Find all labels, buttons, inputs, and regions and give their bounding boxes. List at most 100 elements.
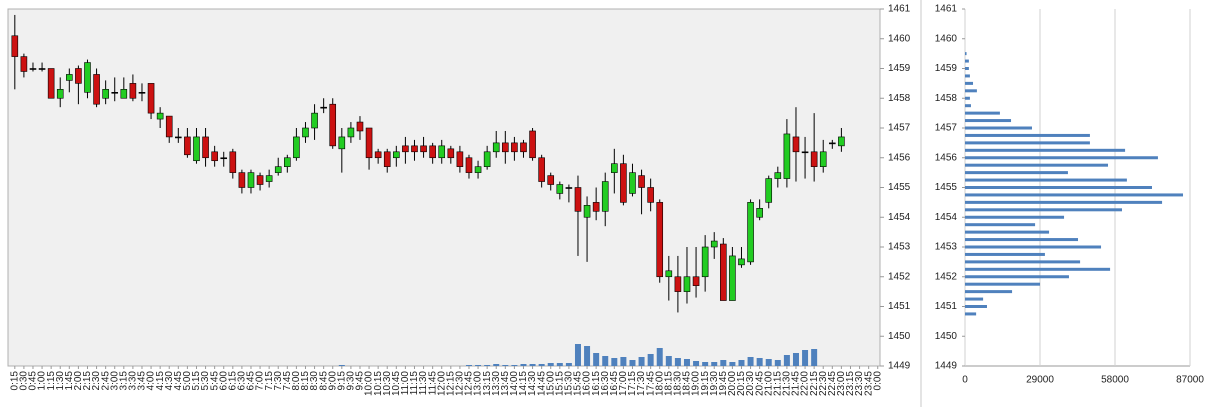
candle-body <box>547 175 555 185</box>
candle-body <box>438 145 446 159</box>
bar <box>965 141 1090 145</box>
y-tick-label: 1460 <box>935 33 958 44</box>
volume-bar <box>565 363 572 366</box>
x-tick-label: 22:45 <box>827 371 838 396</box>
candle-body <box>447 148 455 159</box>
volume-bar <box>720 360 727 366</box>
x-tick-label: 29000 <box>1026 375 1054 386</box>
volume-bar <box>484 365 491 366</box>
candle-body <box>165 115 173 138</box>
x-tick-label: 20:00 <box>727 371 738 396</box>
x-tick-label: 7:15 <box>264 371 275 391</box>
x-tick-label: 22:30 <box>818 371 829 396</box>
x-tick-label: 23:45 <box>863 371 874 396</box>
x-tick-label: 3:30 <box>128 371 139 391</box>
candle-body <box>656 202 664 278</box>
candle-body <box>783 133 791 179</box>
candle-body <box>93 74 100 105</box>
volume-bar <box>747 357 754 366</box>
candle-body <box>29 68 37 70</box>
candle-body <box>229 151 237 173</box>
volume-bar <box>792 353 799 366</box>
volume-bar <box>693 361 700 366</box>
bar <box>965 282 1040 286</box>
candle-body <box>838 136 845 147</box>
bar <box>965 104 971 108</box>
candle-body <box>75 68 82 84</box>
candle-body <box>156 112 164 120</box>
candle-body <box>47 68 55 99</box>
bar <box>965 74 970 78</box>
bar <box>965 305 987 308</box>
x-tick-label: 11:15 <box>409 371 420 396</box>
candle-body <box>729 255 736 301</box>
bar <box>965 193 1184 197</box>
bar <box>965 200 1163 204</box>
x-tick-label: 18:30 <box>673 371 684 396</box>
volume-bar <box>638 357 645 366</box>
plot-area <box>7 8 881 367</box>
bar <box>965 267 1111 271</box>
x-tick-label: 4:15 <box>155 371 166 391</box>
y-tick-label: 1450 <box>888 331 911 342</box>
y-tick-label: 1449 <box>935 361 958 372</box>
volume-bar <box>502 365 509 366</box>
volume-bar <box>738 360 745 366</box>
volume-bar <box>729 362 736 366</box>
candle-body <box>520 142 527 153</box>
x-tick-label: 0 <box>962 375 968 386</box>
candle-body <box>374 151 382 159</box>
x-tick-label: 19:45 <box>718 371 729 396</box>
x-tick-label: 22:15 <box>809 371 820 396</box>
candle-body <box>756 208 763 218</box>
candle-body <box>138 92 146 94</box>
candle-body <box>620 163 627 203</box>
x-tick-label: 6:30 <box>237 371 248 391</box>
candle-body <box>102 89 109 99</box>
y-tick-label: 1452 <box>935 271 958 282</box>
y-tick-label: 1453 <box>888 242 911 253</box>
x-tick-label: 6:15 <box>227 371 238 391</box>
candle-body <box>538 157 545 182</box>
candle-body <box>829 142 836 145</box>
candle-body <box>184 136 191 156</box>
y-tick-label: 1456 <box>888 152 911 163</box>
candle-body <box>647 187 654 203</box>
x-tick-label: 1:30 <box>55 371 66 391</box>
bar <box>965 245 1102 249</box>
x-tick-label: 14:45 <box>536 371 547 396</box>
x-tick-label: 10:00 <box>364 371 375 396</box>
candle-body <box>302 127 309 138</box>
candle-body <box>129 83 137 99</box>
candle-body <box>738 258 745 266</box>
bar <box>965 290 1013 294</box>
candle-body <box>465 157 473 173</box>
bar <box>965 81 974 85</box>
x-tick-label: 4:00 <box>146 371 157 391</box>
x-tick-label: 13:00 <box>473 371 484 396</box>
candle-body <box>11 35 19 57</box>
x-tick-label: 12:15 <box>445 371 456 396</box>
x-tick-label: 2:15 <box>82 371 93 391</box>
x-tick-label: 2:30 <box>91 371 102 391</box>
candle-body <box>383 151 391 167</box>
x-tick-label: 15:15 <box>554 371 565 396</box>
y-tick-label: 1453 <box>935 242 958 253</box>
volume-bar <box>520 364 527 366</box>
bar <box>965 89 977 93</box>
bar <box>965 148 1126 152</box>
x-tick-label: 17:15 <box>627 371 638 396</box>
x-tick-label: 18:15 <box>663 371 674 396</box>
x-tick-label: 1:45 <box>64 371 75 391</box>
candle-body <box>583 205 591 218</box>
candle-body <box>601 181 609 212</box>
candle-body <box>175 136 182 139</box>
x-tick-label: 16:45 <box>609 371 620 396</box>
candle-body <box>320 106 327 109</box>
x-tick-label: 4:45 <box>173 371 184 391</box>
x-tick-label: 7:00 <box>255 371 266 391</box>
candle-body <box>202 136 209 159</box>
y-tick-label: 1449 <box>888 361 911 372</box>
x-tick-label: 9:30 <box>346 371 357 391</box>
